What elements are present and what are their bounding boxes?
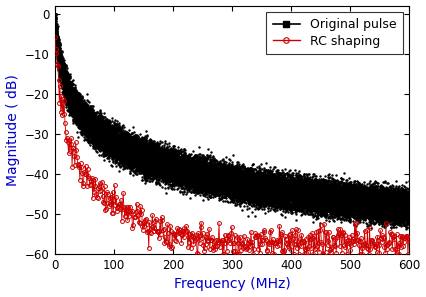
Original pulse <box>98 139 103 142</box>
Original pulse <box>52 12 58 15</box>
Original pulse <box>407 195 412 198</box>
Line: Original pulse: Original pulse <box>55 13 410 230</box>
Original pulse <box>214 174 219 178</box>
RC shaping <box>224 238 229 241</box>
RC shaping <box>195 252 200 256</box>
RC shaping <box>245 237 250 241</box>
Original pulse <box>83 131 89 134</box>
Original pulse <box>305 182 310 186</box>
Original pulse <box>117 138 122 142</box>
RC shaping <box>52 36 58 39</box>
RC shaping <box>264 249 269 252</box>
RC shaping <box>344 239 349 243</box>
Original pulse <box>403 228 408 231</box>
Original pulse <box>139 152 144 155</box>
Original pulse <box>52 32 58 36</box>
Line: RC shaping: RC shaping <box>53 36 411 256</box>
X-axis label: Frequency (MHz): Frequency (MHz) <box>174 277 291 291</box>
RC shaping <box>399 235 404 238</box>
RC shaping <box>222 252 227 256</box>
Legend: Original pulse, RC shaping: Original pulse, RC shaping <box>266 12 403 54</box>
Y-axis label: Magnitude ( dB): Magnitude ( dB) <box>6 74 20 186</box>
RC shaping <box>407 237 412 241</box>
